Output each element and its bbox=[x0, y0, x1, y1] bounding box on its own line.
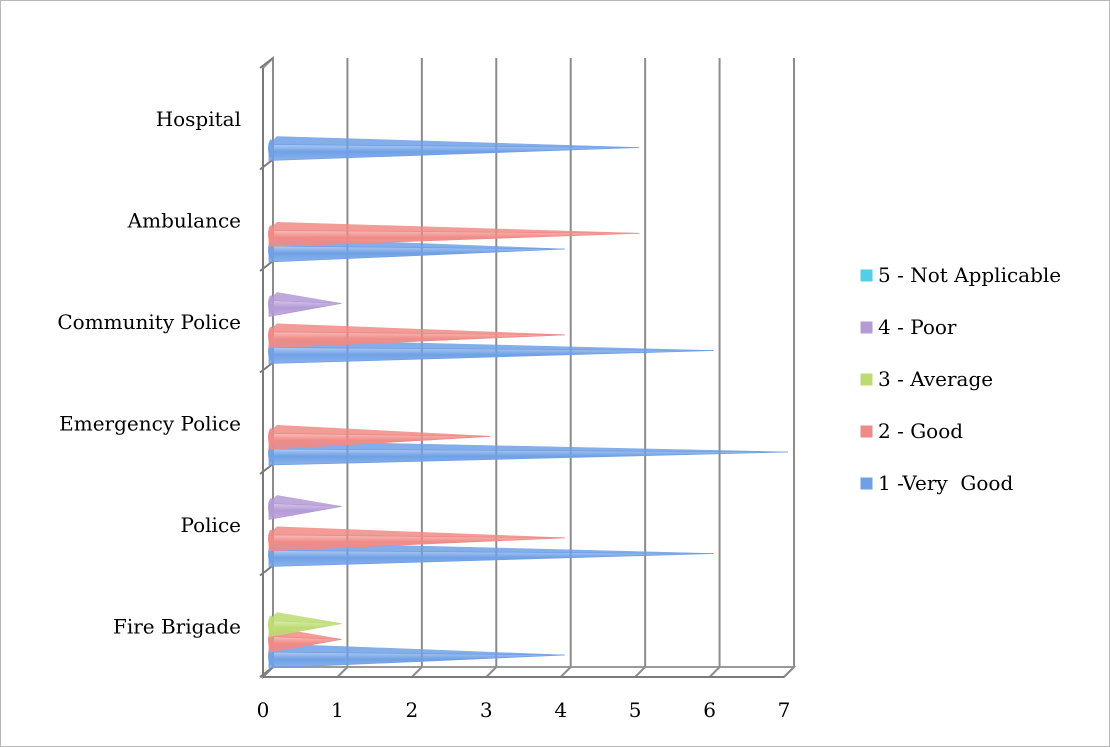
legend-item-3-average: 3 - Average bbox=[859, 367, 993, 391]
bar-community-police-2-good bbox=[268, 323, 565, 349]
bar-fire-brigade-3-average bbox=[268, 612, 342, 638]
x-tick-label: 0 bbox=[257, 698, 270, 722]
category-label: Ambulance bbox=[127, 208, 241, 232]
floor-gridline bbox=[783, 666, 795, 678]
legend-label: 2 - Good bbox=[878, 419, 963, 443]
bar-police-2-good bbox=[268, 526, 565, 552]
y-tick-mark bbox=[259, 463, 274, 475]
x-tick-label: 4 bbox=[554, 698, 567, 722]
legend-label: 5 - Not Applicable bbox=[878, 263, 1061, 287]
category-label: Emergency Police bbox=[59, 411, 241, 435]
legend-item-4-poor: 4 - Poor bbox=[859, 315, 957, 339]
x-tick-label: 6 bbox=[703, 698, 716, 722]
y-tick-mark bbox=[259, 158, 274, 171]
legend-swatch bbox=[859, 320, 874, 335]
y-tick-mark bbox=[259, 57, 274, 69]
legend-label: 3 - Average bbox=[878, 367, 993, 391]
y-tick-mark bbox=[259, 260, 274, 272]
y-tick-mark bbox=[259, 361, 274, 374]
y-tick-mark bbox=[259, 564, 274, 577]
category-label: Community Police bbox=[57, 310, 241, 334]
category-label: Hospital bbox=[156, 107, 241, 131]
floor-gridline bbox=[708, 666, 721, 678]
legend-swatch bbox=[859, 424, 874, 439]
gridlines bbox=[262, 58, 795, 678]
x-tick-labels: 0 1 2 3 4 5 6 7 bbox=[257, 698, 791, 722]
bar-community-police-4-poor bbox=[268, 292, 342, 317]
legend-swatch bbox=[859, 268, 874, 283]
x-tick-label: 5 bbox=[629, 698, 642, 722]
legend-label: 4 - Poor bbox=[878, 315, 957, 339]
floor-gridline bbox=[411, 666, 423, 678]
floor-gridline bbox=[336, 666, 349, 678]
bar-hospital-1-very-good bbox=[268, 136, 640, 161]
bar-marks bbox=[268, 136, 789, 669]
floor-gridline bbox=[485, 666, 497, 678]
bar-ambulance-2-good bbox=[268, 221, 640, 247]
legend-item-1-very-good: 1 -Very Good bbox=[859, 471, 1013, 495]
legend-item-2-good: 2 - Good bbox=[859, 419, 963, 443]
bar-emergency-police-2-good bbox=[268, 424, 491, 450]
category-labels: Fire Brigade Police Emergency Police Commun… bbox=[57, 107, 241, 639]
y-tick-mark bbox=[259, 666, 274, 678]
legend-swatch bbox=[859, 476, 874, 491]
category-label: Police bbox=[180, 513, 241, 537]
x-tick-label: 3 bbox=[480, 698, 493, 722]
legend-item-5-not-applicable: 5 - Not Applicable bbox=[859, 263, 1061, 287]
category-label: Fire Brigade bbox=[113, 614, 241, 638]
x-tick-label: 1 bbox=[331, 698, 344, 722]
legend-label: 1 -Very Good bbox=[878, 471, 1013, 495]
x-tick-label: 7 bbox=[778, 698, 791, 722]
floor-gridline bbox=[634, 666, 646, 678]
legend: 5 - Not Applicable 4 - Poor 3 - Average 2 -… bbox=[859, 263, 1061, 495]
bar-fire-brigade-1-very-good bbox=[268, 643, 565, 669]
floor-gridline bbox=[560, 666, 572, 678]
x-tick-label: 2 bbox=[405, 698, 418, 722]
legend-swatch bbox=[859, 372, 874, 387]
axes bbox=[259, 57, 784, 678]
bar-police-4-poor bbox=[268, 495, 342, 520]
